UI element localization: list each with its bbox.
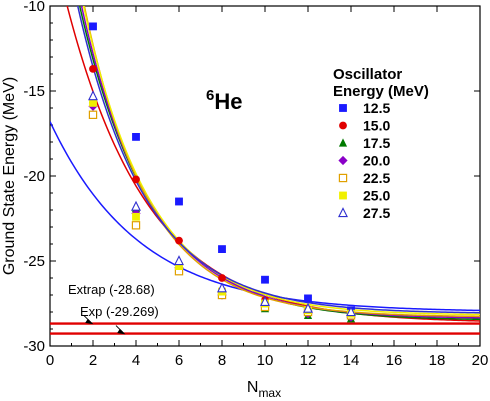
nucleus-label: 6He — [206, 87, 242, 114]
data-point — [89, 99, 97, 107]
data-point — [174, 255, 184, 266]
data-point — [132, 133, 140, 141]
x-tick-label: 18 — [429, 352, 446, 369]
reference-arrowhead — [117, 328, 126, 335]
legend-title-line1: Oscillator — [333, 66, 402, 83]
data-point — [304, 294, 312, 303]
legend-marker — [338, 173, 348, 183]
data-point — [89, 22, 97, 31]
legend-marker — [339, 104, 347, 112]
reference-label: Exp (-29.269) — [80, 304, 159, 319]
x-tick-label: 16 — [386, 352, 403, 369]
y-tick-label: -30 — [23, 338, 45, 355]
x-axis-title-main: N — [247, 379, 259, 396]
legend-marker — [339, 191, 347, 200]
x-axis-title-sub: max — [258, 386, 281, 400]
y-tick-label: -10 — [23, 0, 45, 15]
data-point — [303, 302, 313, 313]
data-point — [218, 274, 226, 282]
y-axis-title: Ground State Energy (MeV) — [1, 77, 18, 275]
data-point — [260, 295, 270, 306]
legend-entry-label: 25.0 — [363, 188, 390, 204]
plot-frame — [49, 5, 481, 347]
y-tick-label: -25 — [23, 253, 45, 270]
data-point — [218, 245, 226, 253]
legend-marker — [339, 121, 347, 130]
data-point — [175, 236, 183, 245]
fit-curve — [76, 6, 480, 314]
x-tick-label: 12 — [300, 352, 317, 369]
legend-entry-label: 20.0 — [363, 153, 390, 169]
x-tick-label: 2 — [89, 352, 97, 369]
x-axis-title: Nmax — [247, 379, 281, 400]
legend-marker — [338, 138, 348, 147]
y-tick-label: -20 — [23, 168, 45, 185]
reference-arrowhead — [85, 318, 94, 325]
y-tick-label: -15 — [23, 83, 45, 100]
x-tick-label: 14 — [343, 352, 360, 369]
reference-label: Extrap (-28.68) — [68, 282, 155, 297]
fit-curve — [82, 6, 480, 316]
data-point — [346, 306, 356, 317]
nucleus-mass: 6 — [206, 87, 214, 104]
data-point — [132, 175, 140, 184]
nucleus-symbol: He — [214, 89, 242, 114]
data-point — [261, 275, 269, 284]
data-point — [132, 212, 140, 221]
data-point — [131, 221, 141, 230]
data-points — [88, 22, 356, 323]
legend-entry-label: 27.5 — [363, 205, 390, 221]
legend-marker — [338, 155, 348, 166]
data-point — [131, 200, 141, 211]
x-tick-label: 6 — [175, 352, 183, 369]
legend-entry-label: 17.5 — [363, 135, 390, 151]
axis-ticks — [49, 5, 481, 347]
legend-entry-label: 12.5 — [363, 100, 390, 116]
x-tick-label: 8 — [218, 352, 226, 369]
x-tick-label: 4 — [132, 352, 140, 369]
data-point — [88, 110, 98, 119]
x-tick-label: 10 — [257, 352, 274, 369]
legend-title-line2: Energy (MeV) — [333, 83, 429, 100]
legend-marker — [338, 207, 348, 218]
legend-entry-label: 15.0 — [363, 118, 390, 134]
data-point — [217, 282, 227, 293]
data-point — [89, 65, 97, 73]
x-tick-label: 0 — [46, 352, 54, 369]
data-point — [175, 197, 183, 206]
x-tick-label: 20 — [472, 352, 489, 369]
legend: Oscillator Energy (MeV) 12.5 15.017.5 20.0… — [333, 66, 429, 221]
legend-entry-label: 22.5 — [363, 170, 390, 186]
tick-labels: 0 2 4 6 8 10 12 14 16 18 20 -10 -15 -20 -25 -30 — [23, 0, 488, 369]
data-point — [88, 90, 98, 101]
reference-lines: Extrap (-28.68) Exp (-29.269) — [50, 282, 480, 335]
